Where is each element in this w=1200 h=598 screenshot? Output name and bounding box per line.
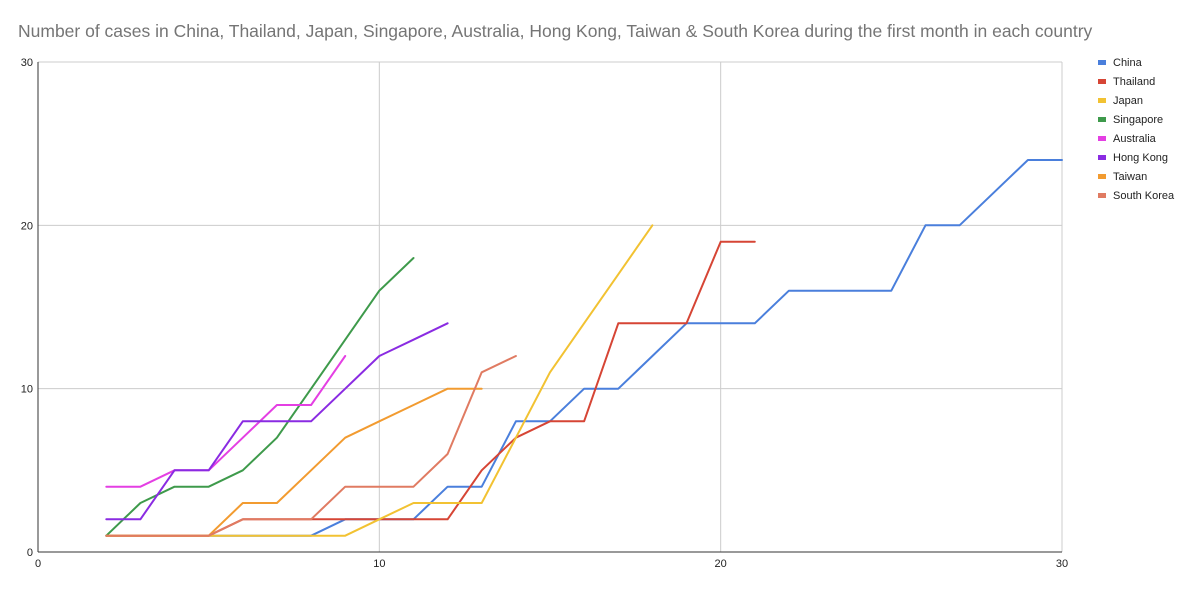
legend-label-hong-kong: Hong Kong: [1113, 152, 1168, 164]
y-tick-label: 0: [27, 547, 33, 559]
legend-label-taiwan: Taiwan: [1113, 171, 1147, 183]
legend-swatch-hong-kong: [1098, 155, 1106, 160]
series-line-taiwan: [105, 387, 483, 537]
x-tick-label: 30: [1056, 558, 1068, 570]
chart-title: Number of cases in China, Thailand, Japa…: [18, 21, 1093, 41]
x-tick-label: 0: [35, 558, 41, 570]
legend-swatch-singapore: [1098, 117, 1106, 122]
legend-swatch-china: [1098, 60, 1106, 65]
y-tick-label: 20: [21, 220, 33, 232]
legend-label-china: China: [1113, 57, 1143, 69]
axes: 0 10 20 30 0 10 20 30: [21, 57, 1068, 570]
x-tick-label: 10: [373, 558, 385, 570]
legend: China Thailand Japan Singapore Australia Hong…: [1098, 57, 1175, 202]
legend-swatch-south-korea: [1098, 193, 1106, 198]
series-line-china: [105, 159, 1063, 537]
series-line-south-korea: [105, 355, 517, 537]
legend-label-australia: Australia: [1113, 133, 1157, 145]
legend-label-south-korea: South Korea: [1113, 190, 1175, 202]
gridlines: [38, 61, 1063, 552]
y-tick-label: 10: [21, 384, 33, 396]
y-tick-label: 30: [21, 57, 33, 69]
legend-label-singapore: Singapore: [1113, 114, 1163, 126]
legend-label-japan: Japan: [1113, 95, 1143, 107]
legend-label-thailand: Thailand: [1113, 76, 1155, 88]
x-tick-label: 20: [715, 558, 727, 570]
series-lines: [105, 159, 1063, 537]
legend-swatch-japan: [1098, 98, 1106, 103]
series-line-singapore: [105, 257, 415, 537]
legend-swatch-taiwan: [1098, 174, 1106, 179]
series-line-australia: [105, 355, 347, 488]
series-line-hong-kong: [105, 322, 449, 521]
legend-swatch-thailand: [1098, 79, 1106, 84]
legend-swatch-australia: [1098, 136, 1106, 141]
